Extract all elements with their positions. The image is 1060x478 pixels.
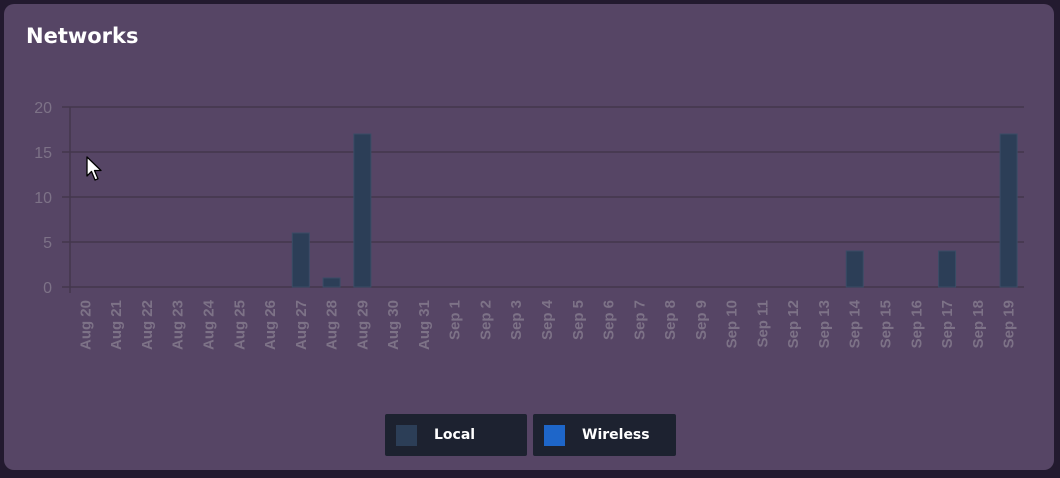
x-tick-label: Aug 29 xyxy=(354,300,371,350)
x-tick-label: Aug 21 xyxy=(108,300,125,350)
legend-swatch-local xyxy=(396,424,417,446)
x-tick-label: Sep 15 xyxy=(878,300,895,348)
chart-legend: Local Wireless xyxy=(385,414,676,456)
x-tick-label: Sep 18 xyxy=(970,300,987,348)
x-tick-label: Aug 31 xyxy=(416,300,433,350)
x-tick-label: Sep 11 xyxy=(754,300,771,348)
bar-local xyxy=(845,250,864,288)
x-tick-label: Sep 19 xyxy=(1001,300,1018,348)
networks-card: Networks 0 5 10 15 20 Aug 20 Aug 21 Aug 22 Aug 2… xyxy=(4,4,1054,470)
card-title: Networks xyxy=(26,24,139,48)
networks-chart: 0 5 10 15 20 Aug 20 Aug 21 Aug 22 Aug 23 Aug 24 Au… xyxy=(34,100,1024,350)
x-tick-label: Sep 10 xyxy=(724,300,741,348)
x-tick-label: Aug 23 xyxy=(170,300,187,350)
x-tick-label: Aug 30 xyxy=(385,300,402,350)
x-tick-label: Sep 2 xyxy=(477,300,494,340)
x-tick-label: Aug 27 xyxy=(293,300,310,350)
y-tick-label: 15 xyxy=(34,145,52,162)
x-tick-label: Aug 20 xyxy=(77,300,94,350)
bar-local xyxy=(999,133,1018,288)
legend-item-local[interactable]: Local xyxy=(385,414,527,456)
bar-local xyxy=(291,232,310,288)
y-tick-label: 20 xyxy=(34,100,52,117)
x-tick-label: Sep 8 xyxy=(662,300,679,340)
legend-label-local: Local xyxy=(434,427,476,443)
legend-label-wireless: Wireless xyxy=(582,427,650,443)
x-tick-label: Sep 1 xyxy=(447,300,464,340)
x-tick-label: Aug 25 xyxy=(231,300,248,350)
bar-local xyxy=(938,250,957,288)
x-tick-label: Sep 12 xyxy=(785,300,802,348)
x-tick-label: Sep 9 xyxy=(693,300,710,340)
x-tick-label: Sep 16 xyxy=(908,300,925,348)
x-tick-label: Aug 24 xyxy=(200,299,217,350)
x-tick-label: Aug 22 xyxy=(139,300,156,350)
legend-item-wireless[interactable]: Wireless xyxy=(533,414,676,456)
x-tick-label: Sep 14 xyxy=(847,299,864,348)
x-tick-label: Sep 13 xyxy=(816,300,833,348)
x-tick-label: Sep 17 xyxy=(939,300,956,348)
x-tick-label: Sep 4 xyxy=(539,299,556,340)
y-tick-label: 5 xyxy=(43,235,52,252)
mouse-cursor-icon xyxy=(86,156,102,181)
bar-local xyxy=(322,277,341,288)
y-tick-label: 10 xyxy=(34,190,52,207)
legend-swatch-wireless xyxy=(544,424,565,446)
x-tick-label: Aug 26 xyxy=(262,300,279,350)
y-tick-label: 0 xyxy=(43,280,52,297)
x-tick-label: Sep 3 xyxy=(508,300,525,340)
x-tick-label: Sep 7 xyxy=(631,300,648,340)
x-tick-label: Aug 28 xyxy=(324,300,341,350)
x-tick-label: Sep 5 xyxy=(570,300,587,340)
x-tick-label: Sep 6 xyxy=(601,300,618,340)
bar-local xyxy=(353,133,372,288)
